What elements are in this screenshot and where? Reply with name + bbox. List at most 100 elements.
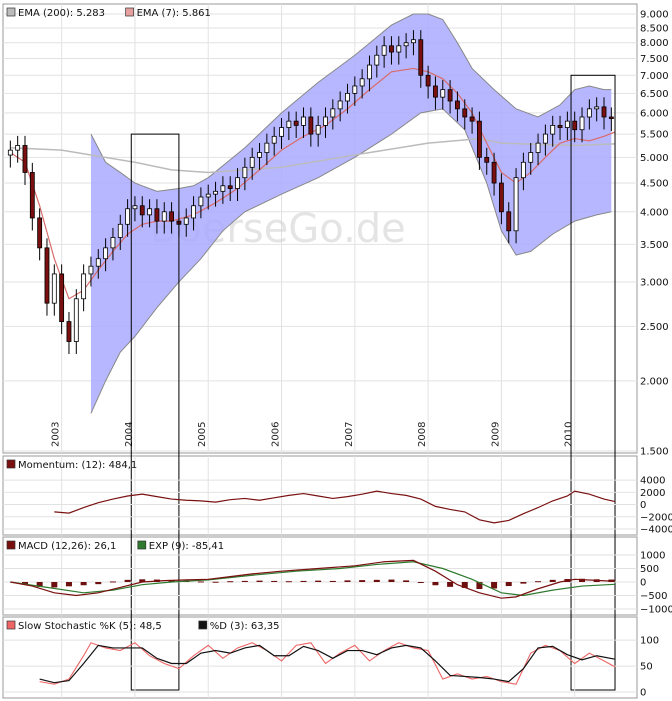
y-tick-label: 3.000 <box>640 277 669 288</box>
y-tick-label: 1.500 <box>640 447 669 458</box>
candle <box>594 106 600 110</box>
x-tick-label: 2005 <box>197 422 208 447</box>
macd-histogram-bar <box>51 582 58 588</box>
y-tick-label: 6.500 <box>640 89 669 100</box>
macd-histogram-bar <box>36 582 43 587</box>
candle <box>345 92 350 102</box>
candle <box>81 273 87 300</box>
y-tick-label: 3.500 <box>640 240 669 251</box>
candle <box>227 185 233 189</box>
y-tick-label: −1000 <box>640 605 672 616</box>
candle <box>154 208 160 222</box>
y-tick-label: 4000 <box>640 476 665 487</box>
macd-histogram-bar <box>388 579 395 582</box>
macd-histogram-bar <box>359 580 366 582</box>
candle <box>498 182 504 213</box>
momentum-legend-swatch <box>6 459 16 469</box>
candle <box>330 108 336 118</box>
candle <box>440 89 446 98</box>
panel-frame-mom <box>2 455 638 536</box>
momentum-line <box>54 490 616 524</box>
candle <box>51 273 57 304</box>
x-tick-label: 2004 <box>124 422 135 447</box>
macd-line <box>10 559 616 599</box>
candle <box>117 223 123 238</box>
x-tick-label: 2009 <box>490 422 501 447</box>
candle <box>44 247 50 304</box>
candle <box>139 205 145 216</box>
y-tick-label: 2000 <box>640 488 665 499</box>
macd-histogram-bar <box>579 578 586 582</box>
candle <box>286 120 292 128</box>
macd-legend-swatch <box>137 540 147 550</box>
macd-histogram-bar <box>124 579 131 582</box>
candle <box>103 247 109 260</box>
macd-histogram-bar <box>300 580 307 582</box>
macd-histogram-bar <box>461 582 468 588</box>
candle <box>433 85 438 98</box>
macd-histogram-bar <box>212 581 219 583</box>
candle <box>367 64 372 80</box>
x-tick-label: 2007 <box>344 422 355 447</box>
macd-histogram-bar <box>168 580 175 582</box>
y-tick-label: −500 <box>640 591 667 602</box>
band-lower-edge <box>90 108 612 414</box>
candle <box>389 45 394 53</box>
macd-histogram-bar <box>535 581 542 583</box>
candle <box>15 145 21 151</box>
candle <box>22 145 28 173</box>
y-tick-label: 4.000 <box>640 207 669 218</box>
candle <box>411 39 416 44</box>
y-tick-label: 0 <box>640 500 646 511</box>
macd-histogram-bar <box>227 581 234 583</box>
candle <box>37 217 43 249</box>
candle <box>125 208 131 225</box>
y-tick-label: 2.500 <box>640 322 669 333</box>
candle <box>264 142 270 153</box>
candle <box>396 45 402 53</box>
y-tick-label: 8.500 <box>640 23 669 34</box>
candle <box>59 273 65 322</box>
macd-histogram-bar <box>432 582 439 586</box>
y-tick-label: 1000 <box>640 551 665 562</box>
candle <box>586 108 592 118</box>
candle <box>205 193 211 198</box>
candle <box>95 258 101 267</box>
candle <box>315 125 321 135</box>
macd-histogram-bar <box>271 580 278 582</box>
candle <box>308 116 314 135</box>
y-tick-label: 8.000 <box>640 38 669 49</box>
macd-histogram-bar <box>95 582 102 585</box>
stochastic-k-line <box>39 642 616 685</box>
band-upper-edge <box>90 13 612 192</box>
ema200-line <box>10 137 616 174</box>
candle <box>418 39 424 76</box>
macd-histogram-bar <box>344 580 351 582</box>
macd-histogram-bar <box>447 582 454 587</box>
macd-histogram-bar <box>109 581 116 583</box>
candle <box>535 142 541 153</box>
candle <box>403 42 409 47</box>
macd-histogram-bar <box>505 582 512 587</box>
candle <box>564 120 570 128</box>
candle <box>491 161 497 184</box>
stochastic-legend-label: Slow Stochastic %K (5): 48,5 <box>18 621 162 632</box>
y-tick-label: 5.000 <box>640 153 669 164</box>
candle <box>425 74 431 87</box>
macd-legend-swatch <box>6 540 16 550</box>
stochastic-legend-label: %D (3): 63,35 <box>210 621 280 632</box>
macd-histogram-bar <box>520 582 527 584</box>
bollinger-band <box>90 14 612 414</box>
candle <box>88 265 94 275</box>
candle <box>542 133 548 144</box>
y-tick-label: 0 <box>640 688 646 699</box>
candle <box>301 116 306 126</box>
candle <box>73 298 79 342</box>
candle <box>198 196 204 207</box>
macd-legend-label: EXP (9): -85,41 <box>149 541 224 552</box>
candle <box>220 185 226 192</box>
macd-legend-label: MACD (12,26): 26,1 <box>18 541 116 552</box>
candle <box>7 149 13 156</box>
candle <box>293 120 299 126</box>
candle <box>608 116 614 120</box>
